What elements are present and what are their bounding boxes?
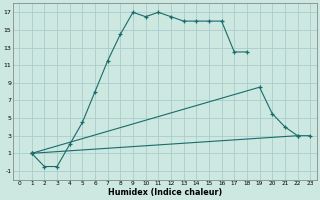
X-axis label: Humidex (Indice chaleur): Humidex (Indice chaleur) [108,188,222,197]
